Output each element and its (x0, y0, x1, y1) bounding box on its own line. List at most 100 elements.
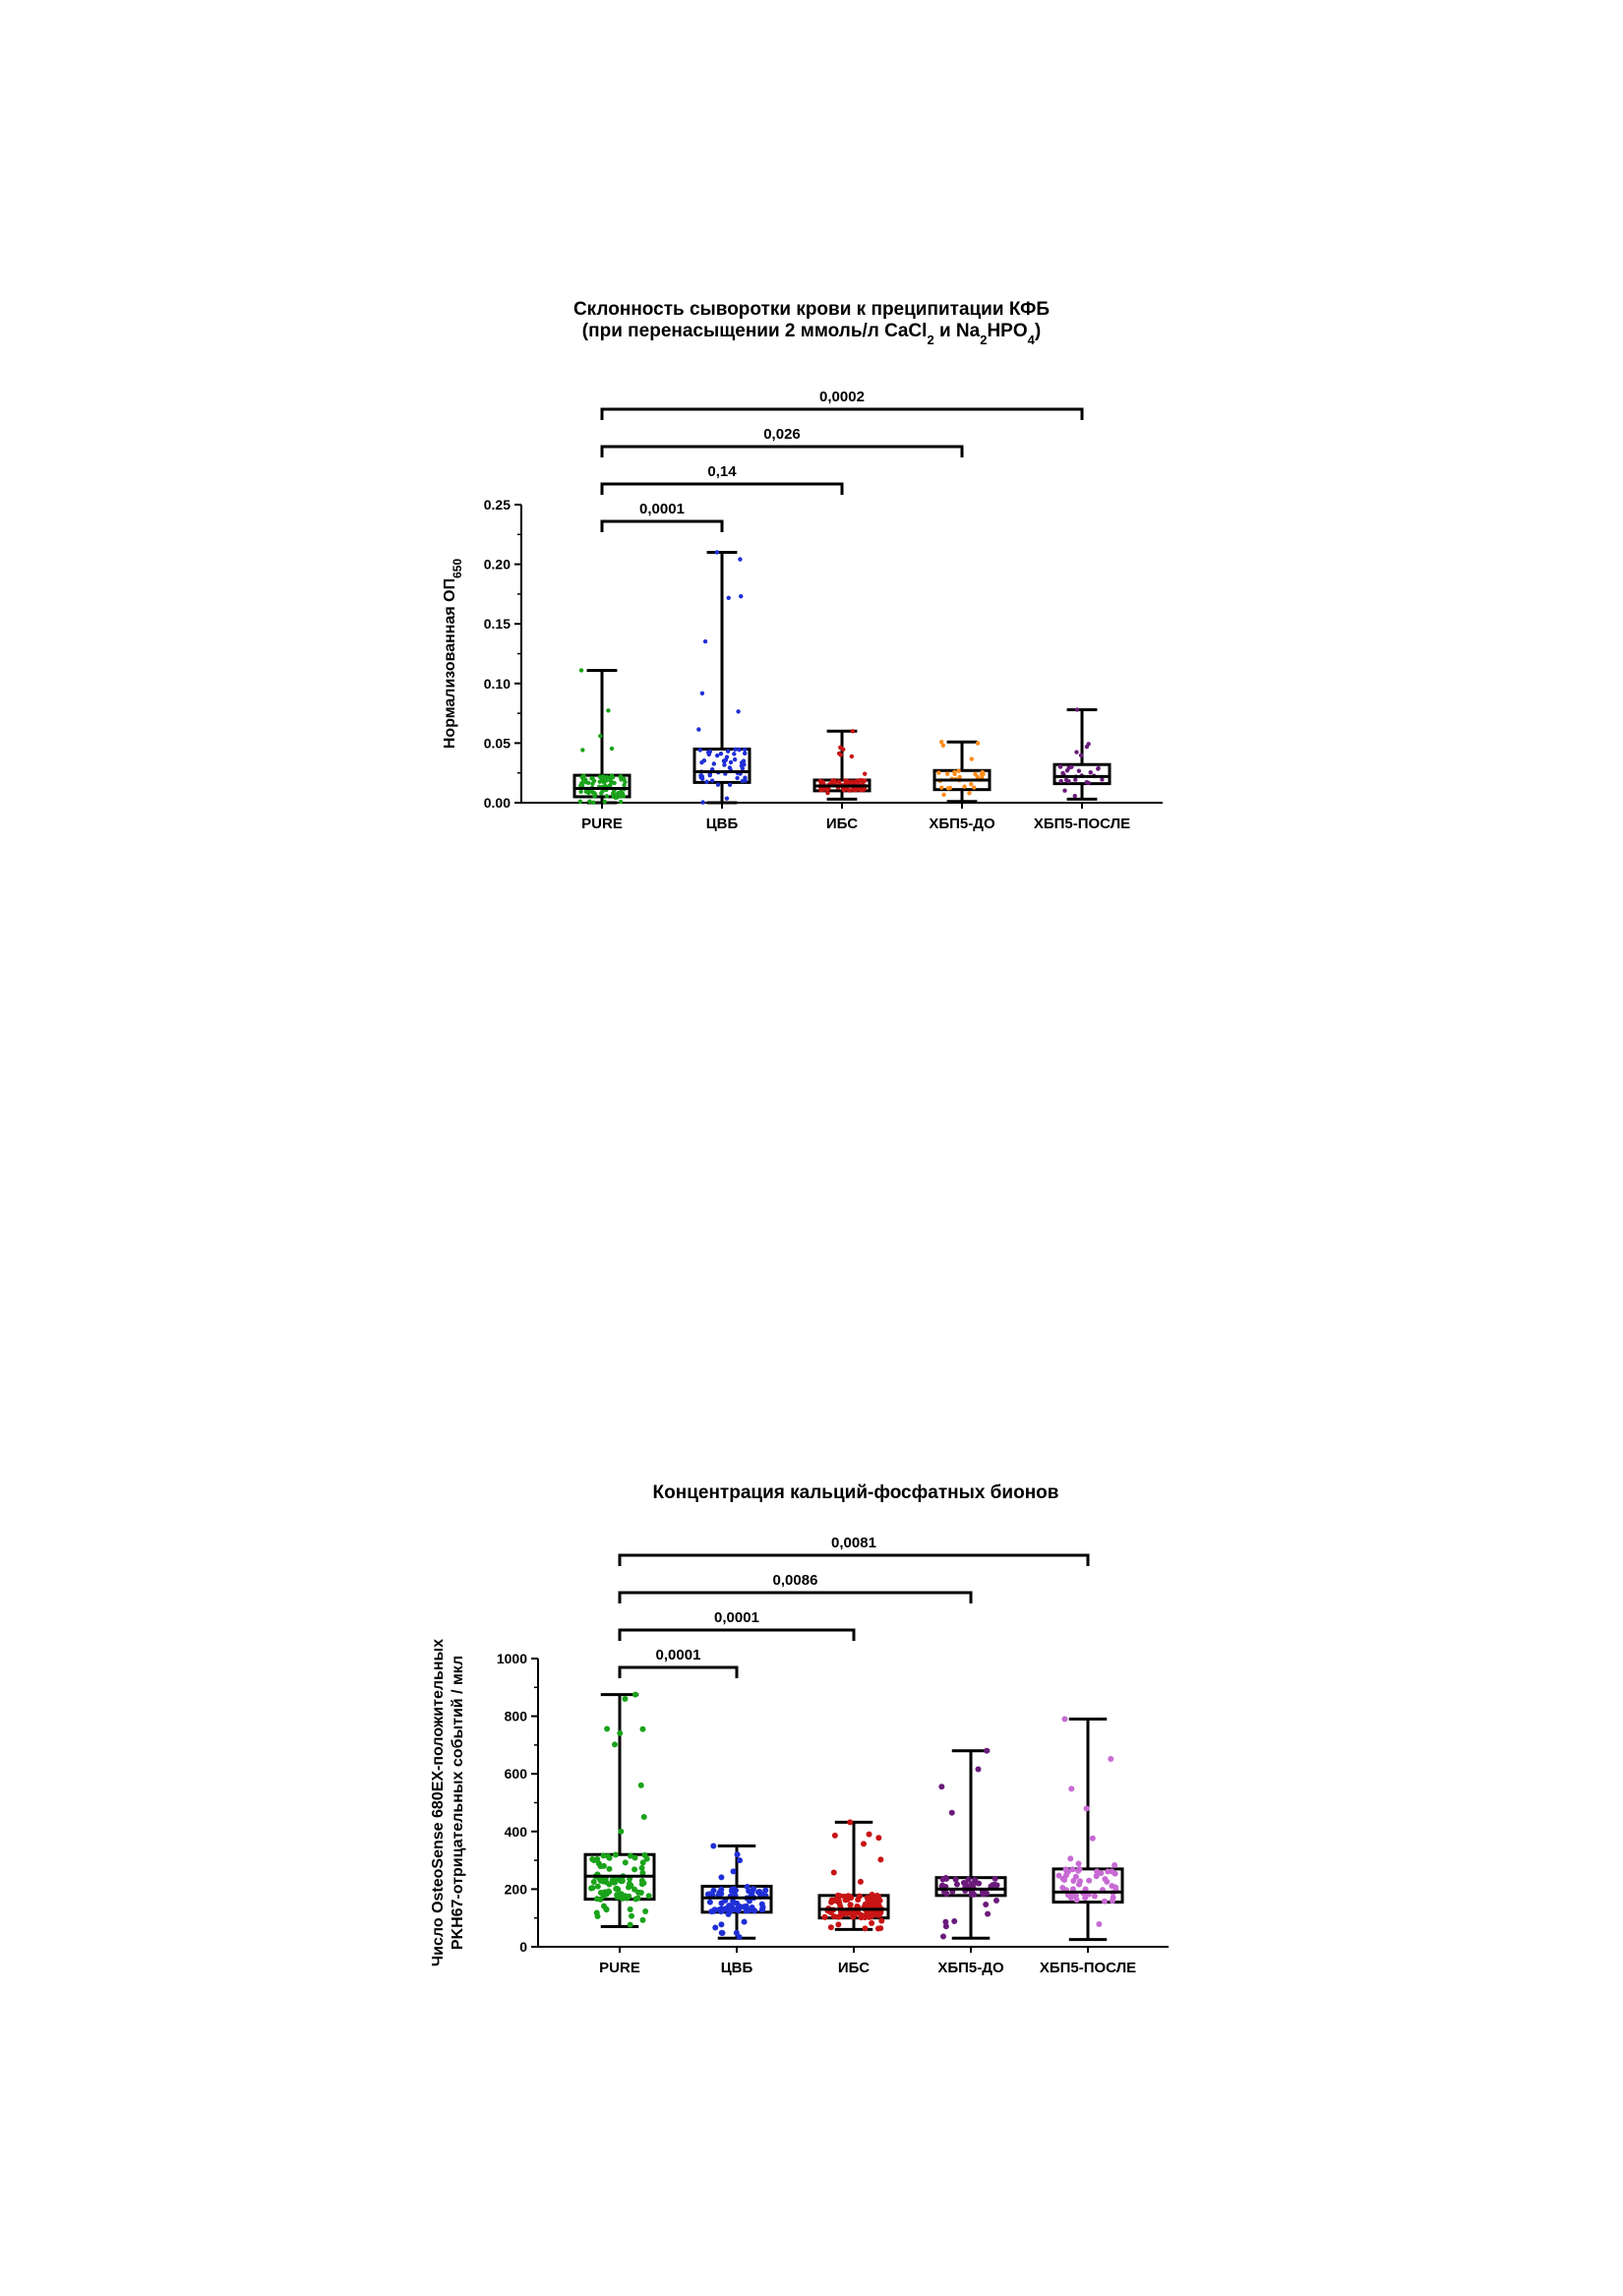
data-point (740, 766, 746, 771)
data-point (722, 762, 727, 767)
data-point (825, 790, 830, 796)
x-tick-label: PURE (581, 816, 623, 832)
p-value-label: 0,0001 (714, 1609, 759, 1626)
data-point (861, 1841, 868, 1847)
data-point (700, 800, 705, 805)
data-point (983, 1902, 990, 1908)
data-point (742, 747, 748, 753)
data-point (601, 774, 607, 780)
data-point (613, 1886, 620, 1893)
y-tick-label: 600 (505, 1766, 528, 1782)
data-point (836, 751, 842, 756)
data-point (634, 1895, 641, 1902)
data-point (1083, 1805, 1090, 1812)
data-point (1062, 788, 1067, 793)
data-point (967, 791, 972, 796)
data-point (869, 1919, 875, 1926)
data-point (829, 778, 835, 784)
data-point (836, 779, 841, 784)
data-point (877, 1925, 884, 1932)
data-point (861, 780, 866, 785)
data-point (1105, 1868, 1112, 1875)
data-point (606, 1854, 613, 1861)
data-point (591, 800, 596, 806)
comparison-bracket (618, 1628, 856, 1641)
data-point (641, 1851, 648, 1858)
data-point (728, 759, 734, 765)
data-point (708, 1908, 715, 1915)
data-point (706, 1899, 713, 1905)
data-point (591, 778, 597, 784)
data-point (849, 754, 855, 759)
data-point (847, 1819, 854, 1826)
data-point (629, 1912, 635, 1919)
data-point (627, 1921, 633, 1928)
data-point (731, 1906, 738, 1913)
data-point (614, 1894, 621, 1901)
data-point (857, 1878, 864, 1885)
data-point (1088, 770, 1093, 775)
data-point (952, 1876, 959, 1883)
data-point (1100, 777, 1105, 782)
data-point (1073, 1897, 1080, 1903)
data-point (736, 1934, 743, 1941)
data-point (710, 1843, 717, 1849)
box-group-2 (817, 1819, 890, 1932)
box-group-2 (812, 729, 872, 801)
data-point (1075, 1860, 1082, 1867)
data-point (1086, 742, 1091, 747)
data-point (742, 751, 748, 756)
data-point (943, 1891, 950, 1898)
data-point (594, 1883, 601, 1890)
data-point (723, 757, 729, 762)
data-point (956, 768, 961, 773)
data-point (972, 785, 977, 790)
data-point (587, 799, 592, 804)
data-point (733, 747, 738, 752)
data-point (645, 1893, 652, 1900)
p-value-label: 0,0081 (831, 1535, 876, 1551)
data-point (579, 780, 585, 786)
data-point (1108, 1756, 1114, 1763)
data-point (697, 748, 703, 753)
data-point (638, 1864, 645, 1871)
data-point (619, 1878, 626, 1885)
data-point (948, 1809, 955, 1816)
data-point (620, 791, 626, 797)
data-point (965, 1876, 972, 1883)
y-axis-label: Нормализованная ОП650 (442, 559, 464, 750)
box-group-4 (1052, 1716, 1124, 1942)
data-point (735, 775, 740, 781)
data-point (699, 759, 704, 765)
data-point (751, 1907, 758, 1914)
data-point (622, 776, 627, 782)
data-point (850, 729, 856, 734)
data-point (718, 752, 724, 756)
data-point (743, 1903, 750, 1909)
data-point (953, 1881, 960, 1888)
data-point (734, 1851, 741, 1858)
data-point (1076, 768, 1082, 773)
data-point (750, 1886, 756, 1893)
data-point (624, 1895, 631, 1902)
data-point (594, 1913, 601, 1920)
data-point (1078, 753, 1084, 758)
data-point (724, 796, 730, 801)
data-point (746, 1906, 752, 1913)
data-point (594, 1896, 601, 1903)
data-point (831, 1832, 838, 1839)
data-point (637, 1889, 644, 1896)
data-point (841, 1893, 848, 1900)
data-point (993, 1882, 1000, 1889)
comparison-bracket (600, 445, 964, 457)
data-point (1109, 1898, 1115, 1904)
data-point (864, 1902, 871, 1908)
data-point (951, 1917, 958, 1924)
box-group-0 (583, 1691, 656, 1928)
data-point (940, 743, 946, 748)
data-point (637, 1782, 644, 1788)
data-point (971, 1891, 978, 1898)
data-point (746, 1898, 752, 1904)
data-point (714, 550, 720, 555)
data-point (969, 781, 974, 787)
